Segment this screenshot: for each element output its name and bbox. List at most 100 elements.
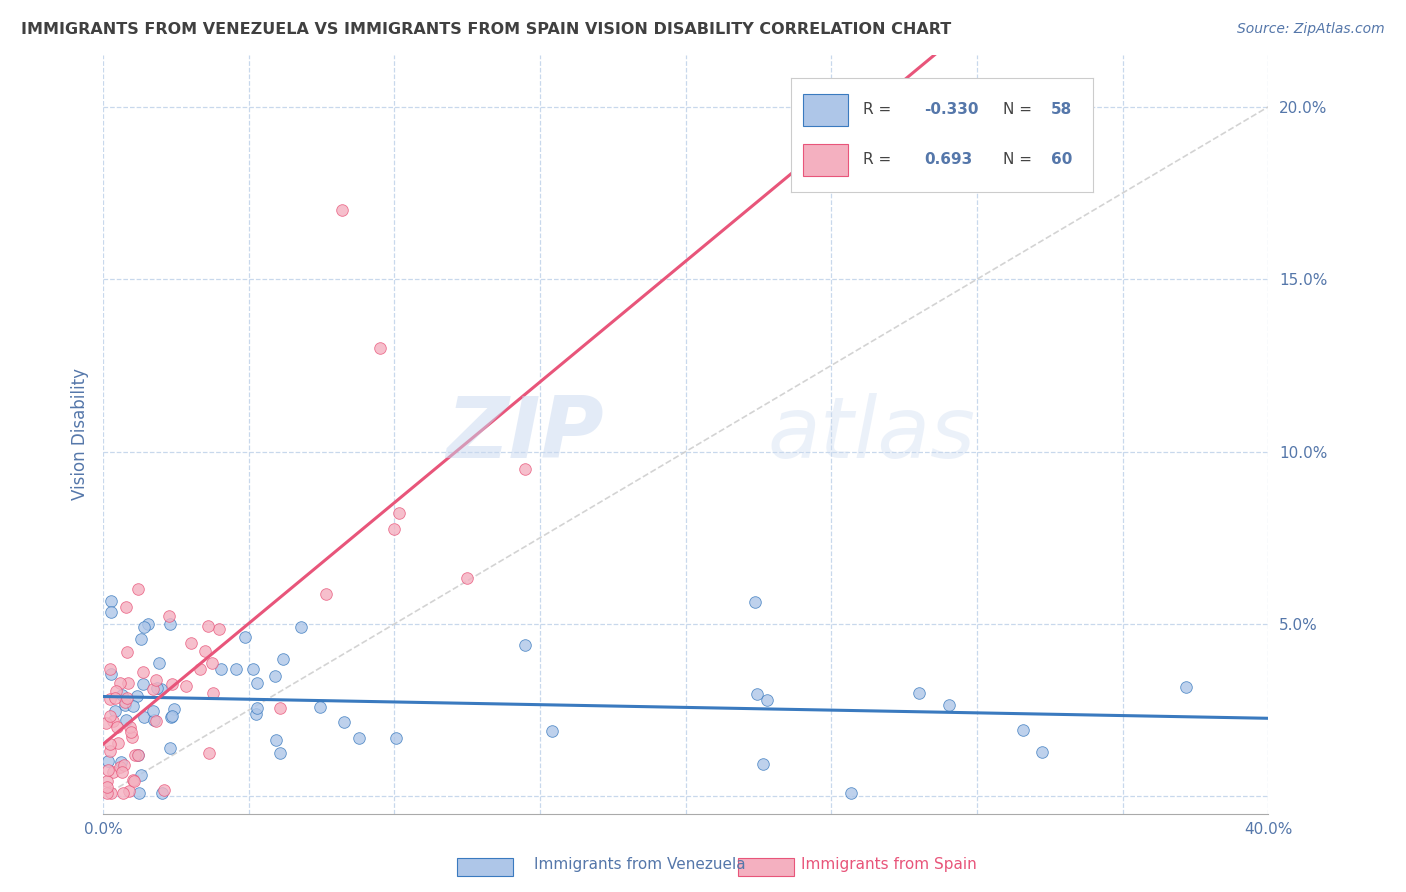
Point bbox=[333, 715, 356, 730]
Point bbox=[162, 676, 184, 690]
Point bbox=[97, 764, 120, 778]
Point bbox=[98, 709, 121, 723]
Point bbox=[127, 582, 149, 597]
Point bbox=[100, 667, 122, 681]
Point bbox=[315, 586, 337, 600]
Point bbox=[100, 605, 122, 619]
Point bbox=[202, 686, 225, 700]
Point bbox=[159, 617, 181, 632]
Point bbox=[157, 609, 180, 624]
Point bbox=[129, 768, 152, 782]
Point bbox=[245, 707, 267, 722]
Point bbox=[115, 645, 138, 659]
Point bbox=[118, 784, 141, 798]
Point bbox=[136, 616, 159, 631]
Point bbox=[110, 755, 132, 769]
Point bbox=[456, 571, 478, 585]
Point bbox=[515, 638, 537, 652]
Point bbox=[145, 714, 167, 728]
Point bbox=[114, 695, 136, 709]
Point bbox=[208, 623, 231, 637]
Point bbox=[142, 714, 165, 728]
Point bbox=[160, 710, 183, 724]
Point bbox=[264, 669, 287, 683]
Point bbox=[145, 681, 167, 696]
Point bbox=[149, 682, 172, 697]
Point bbox=[96, 773, 118, 788]
Point bbox=[120, 725, 142, 739]
Point bbox=[271, 652, 294, 666]
Text: Immigrants from Venezuela: Immigrants from Venezuela bbox=[534, 857, 747, 872]
Point bbox=[163, 702, 186, 716]
Point bbox=[145, 673, 167, 687]
Point bbox=[368, 341, 391, 355]
Y-axis label: Vision Disability: Vision Disability bbox=[72, 368, 89, 500]
Point bbox=[197, 746, 219, 760]
Point bbox=[134, 619, 156, 633]
Point bbox=[104, 690, 127, 705]
Point bbox=[152, 783, 174, 797]
Text: atlas: atlas bbox=[768, 392, 976, 475]
Point bbox=[127, 747, 149, 762]
Point bbox=[128, 786, 150, 800]
Point bbox=[382, 522, 405, 536]
Point bbox=[246, 701, 269, 715]
Point bbox=[388, 506, 411, 520]
Point bbox=[100, 594, 122, 608]
Point bbox=[269, 746, 291, 760]
Point bbox=[124, 747, 146, 762]
Point bbox=[112, 786, 135, 800]
Point bbox=[114, 698, 136, 713]
Point bbox=[132, 710, 155, 724]
Point bbox=[112, 757, 135, 772]
Point bbox=[209, 662, 232, 676]
Point bbox=[103, 714, 125, 728]
Point bbox=[104, 704, 127, 718]
Point bbox=[744, 595, 766, 609]
Point bbox=[180, 635, 202, 649]
Point bbox=[242, 662, 264, 676]
Point bbox=[96, 715, 118, 730]
Point bbox=[125, 689, 148, 703]
Point bbox=[347, 731, 370, 745]
Point bbox=[122, 772, 145, 787]
Point bbox=[384, 731, 406, 745]
Point bbox=[121, 698, 143, 713]
Point bbox=[131, 677, 153, 691]
Point bbox=[162, 709, 184, 723]
Point bbox=[121, 731, 143, 745]
Point bbox=[159, 740, 181, 755]
Point bbox=[142, 704, 165, 718]
Text: Immigrants from Spain: Immigrants from Spain bbox=[801, 857, 977, 872]
Point bbox=[111, 688, 134, 702]
Point bbox=[515, 462, 537, 476]
Point bbox=[194, 644, 217, 658]
Point bbox=[841, 786, 863, 800]
Point bbox=[110, 764, 132, 779]
Point bbox=[100, 662, 122, 676]
Point bbox=[752, 757, 775, 772]
Point bbox=[269, 701, 291, 715]
Point bbox=[115, 690, 138, 705]
Point bbox=[115, 713, 138, 727]
Point bbox=[96, 786, 118, 800]
Point bbox=[225, 662, 247, 676]
Point bbox=[97, 754, 120, 768]
Point bbox=[745, 687, 768, 701]
Point bbox=[124, 773, 146, 788]
Point bbox=[103, 765, 125, 780]
Point bbox=[132, 665, 155, 679]
Point bbox=[96, 780, 118, 794]
Text: Source: ZipAtlas.com: Source: ZipAtlas.com bbox=[1237, 22, 1385, 37]
Text: ZIP: ZIP bbox=[447, 392, 605, 475]
Point bbox=[148, 657, 170, 671]
Point bbox=[938, 698, 960, 712]
Point bbox=[142, 681, 165, 696]
Point bbox=[127, 748, 149, 763]
Point bbox=[308, 699, 330, 714]
Point bbox=[129, 632, 152, 647]
Point bbox=[1012, 723, 1035, 737]
Point bbox=[117, 676, 139, 690]
Point bbox=[541, 723, 564, 738]
Point bbox=[756, 693, 779, 707]
